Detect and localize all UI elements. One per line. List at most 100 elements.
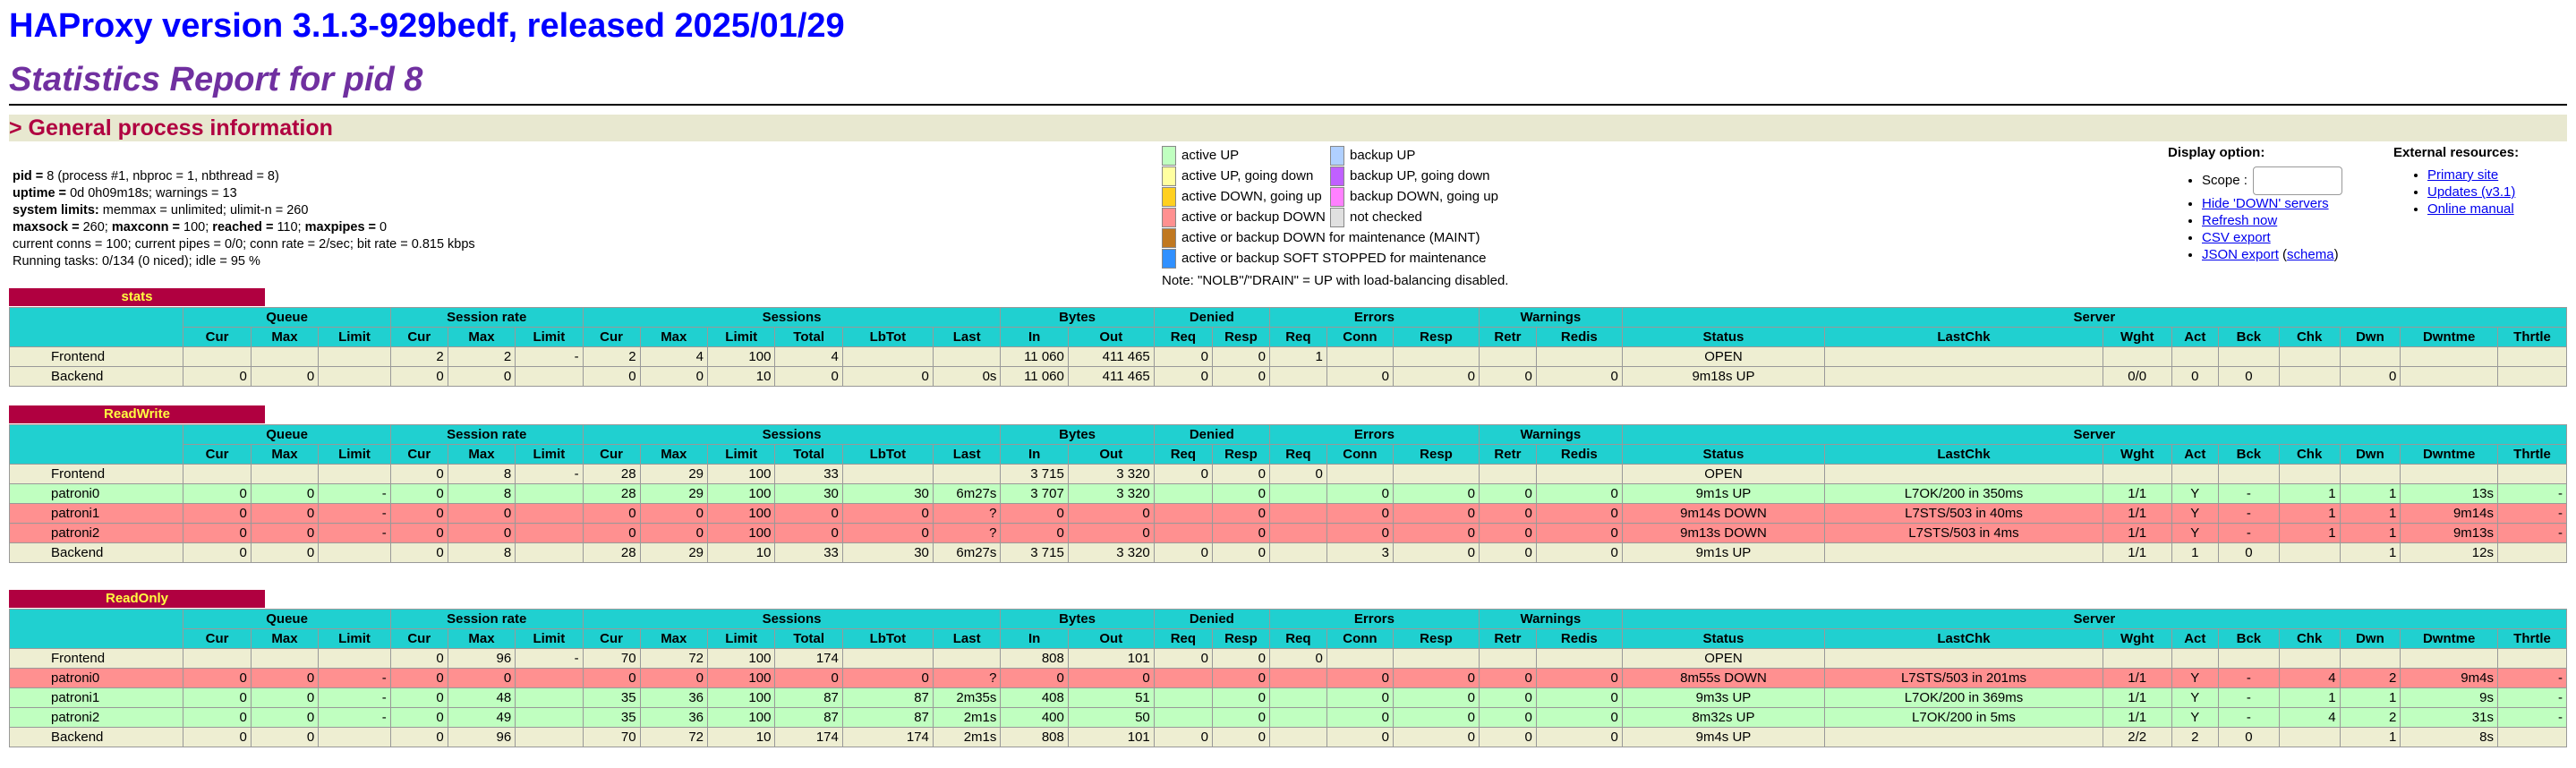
scope-item: Scope : [2202, 166, 2343, 195]
table-cell: 4 [2278, 668, 2341, 688]
page-subtitle: Statistics Report for pid 8 [9, 61, 423, 98]
table-cell: 0 [2218, 542, 2280, 563]
row-name[interactable]: Frontend [8, 648, 184, 669]
table-cell: 0 [389, 523, 448, 543]
table-cell: 0 [1326, 668, 1395, 688]
column-header: LbTot [841, 444, 934, 465]
column-header: Resp [1211, 444, 1270, 465]
column-header: Chk [2278, 327, 2341, 347]
table-cell: 9m13s [2400, 523, 2498, 543]
table-cell: 0 [1211, 346, 1270, 367]
row-name[interactable]: patroni0 [8, 483, 184, 504]
online-manual-link[interactable]: Online manual [2427, 201, 2514, 217]
table-cell: 9m3s UP [1621, 687, 1826, 708]
table-cell: OPEN [1621, 648, 1826, 669]
column-header: Thrtle [2496, 628, 2568, 649]
table-cell: 100 [706, 346, 776, 367]
column-header: Retr [1478, 327, 1537, 347]
table-cell: 1/1 [2102, 687, 2172, 708]
hide-down-link[interactable]: Hide 'DOWN' servers [2202, 196, 2329, 211]
table-cell: 12s [2400, 542, 2498, 563]
proxy-name-stats[interactable]: stats [9, 288, 265, 306]
csv-item: CSV export [2202, 229, 2342, 246]
table-cell: 0 [250, 687, 320, 708]
refresh-link[interactable]: Refresh now [2202, 213, 2278, 228]
table-cell [2339, 346, 2401, 367]
row-name[interactable]: Frontend [8, 346, 184, 367]
table-cell: - [318, 523, 391, 543]
column-header: Req [1268, 444, 1327, 465]
table-cell: 2 [2339, 707, 2401, 728]
column-header: Resp [1211, 327, 1270, 347]
column-header: Limit [318, 444, 391, 465]
column-header: Act [2171, 327, 2220, 347]
table-cell: 0 [1478, 483, 1537, 504]
scope-input[interactable] [2253, 166, 2343, 195]
table-cell: - [2218, 523, 2280, 543]
row-name[interactable]: patroni1 [8, 503, 184, 524]
table-cell: 0 [1535, 366, 1623, 387]
proxy-name-readonly[interactable]: ReadOnly [9, 590, 265, 608]
table-cell: 0 [389, 483, 448, 504]
refresh-item: Refresh now [2202, 212, 2342, 229]
row-name[interactable]: Backend [8, 727, 184, 747]
column-header: Max [639, 444, 709, 465]
table-cell: 0 [582, 503, 641, 524]
column-header: Out [1067, 628, 1155, 649]
row-name[interactable]: Backend [8, 542, 184, 563]
table-cell: 1/1 [2102, 542, 2172, 563]
row-name[interactable]: patroni2 [8, 523, 184, 543]
table-cell [250, 648, 320, 669]
csv-export-link[interactable]: CSV export [2202, 230, 2271, 245]
table-cell: 28 [582, 483, 641, 504]
table-cell: 0 [250, 483, 320, 504]
table-cell: 0/0 [2102, 366, 2172, 387]
column-header: Cur [389, 628, 448, 649]
table-cell: 1/1 [2102, 668, 2172, 688]
row-name[interactable]: Backend [8, 366, 184, 387]
column-header: Status [1621, 327, 1826, 347]
info-uptime: uptime = 0d 0h09m18s; warnings = 13 [13, 186, 237, 201]
table-cell: 0 [250, 503, 320, 524]
schema-link[interactable]: schema [2287, 247, 2334, 262]
json-export-link[interactable]: JSON export [2202, 247, 2279, 262]
table-cell: 0 [389, 687, 448, 708]
table-cell: 48 [447, 687, 516, 708]
proxy-name-readwrite[interactable]: ReadWrite [9, 405, 265, 423]
table-cell: Y [2171, 687, 2220, 708]
table-cell: 30 [841, 483, 934, 504]
proxy-table-readwrite: Queue Session rate Sessions Bytes Denied Erro… [8, 424, 2568, 563]
legend-col-backup: backup UP backup UP, going down backup DOW… [1330, 145, 1498, 227]
info-conns: current conns = 100; current pipes = 0/0… [13, 237, 475, 252]
table-cell [515, 503, 584, 524]
header-blank [8, 609, 184, 649]
row-name[interactable]: patroni1 [8, 687, 184, 708]
table-cell: 29 [639, 483, 709, 504]
row-name[interactable]: Frontend [8, 464, 184, 484]
table-cell: 174 [774, 727, 843, 747]
legend-swatch [1162, 145, 1176, 166]
table-cell [2218, 346, 2280, 367]
row-name[interactable]: patroni2 [8, 707, 184, 728]
table-cell: 0 [389, 542, 448, 563]
table-cell: ? [932, 503, 1002, 524]
external-resources-title: External resources: [2393, 145, 2520, 160]
table-cell: 29 [639, 464, 709, 484]
legend-label: active or backup DOWN [1181, 209, 1326, 225]
table-cell: 8m55s DOWN [1621, 668, 1826, 688]
table-cell: 0 [389, 668, 448, 688]
table-row: Frontend 0 96-70 72 100 174 808 101 0 0 0 OPEN [8, 648, 2568, 669]
table-cell: 0 [1211, 523, 1270, 543]
row-name[interactable]: patroni0 [8, 668, 184, 688]
column-header: Resp [1211, 628, 1270, 649]
table-cell: 0 [183, 366, 252, 387]
table-cell: 100 [706, 668, 776, 688]
info-maxsock: maxsock = 260; maxconn = 100; reached = … [13, 220, 388, 235]
updates-link[interactable]: Updates (v3.1) [2427, 184, 2516, 200]
primary-site-link[interactable]: Primary site [2427, 167, 2499, 183]
legend-item: active or backup DOWN for maintenance (M… [1162, 227, 1486, 248]
column-header: Status [1621, 628, 1826, 649]
table-cell: 408 [1000, 687, 1069, 708]
column-header: Retr [1478, 444, 1537, 465]
